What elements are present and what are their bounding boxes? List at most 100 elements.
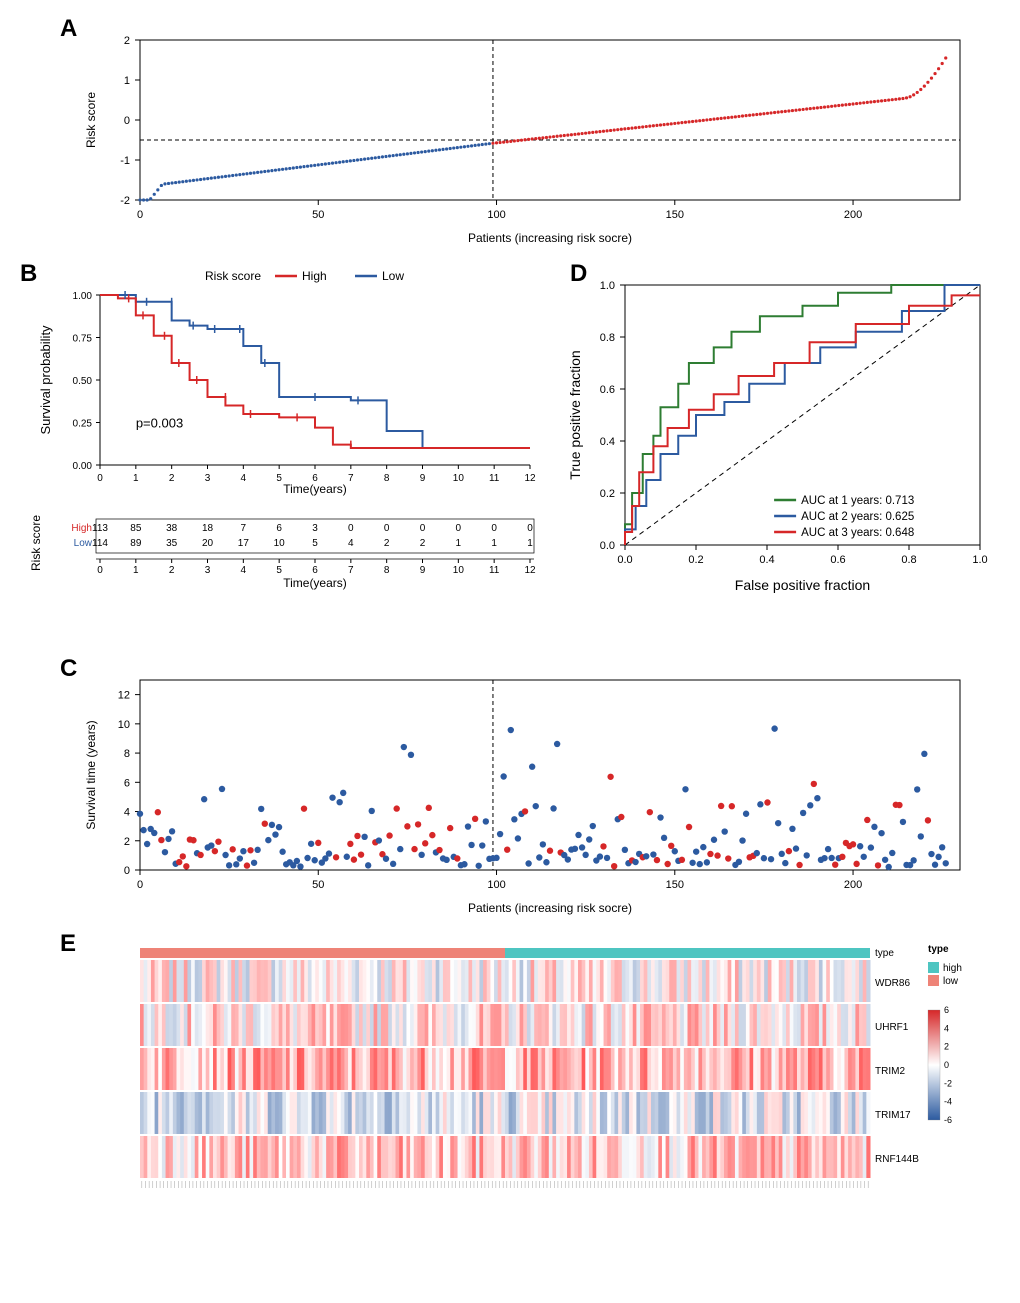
svg-text:Risk score: Risk score	[205, 269, 261, 283]
panel-d-chart: 0.00.20.40.60.81.00.00.20.40.60.81.0Fals…	[550, 265, 1000, 605]
panel-a-label: A	[60, 15, 77, 43]
panel-b-chart: Risk scoreHighLow01234567891011120.000.2…	[20, 265, 550, 645]
svg-text:5: 5	[276, 473, 282, 484]
svg-text:5: 5	[276, 565, 282, 576]
svg-text:0.4: 0.4	[759, 554, 774, 566]
svg-text:3: 3	[205, 473, 211, 484]
svg-text:AUC at 3 years: 0.648: AUC at 3 years: 0.648	[801, 527, 914, 539]
svg-text:7: 7	[348, 473, 354, 484]
panel-e-label: E	[60, 930, 76, 958]
svg-text:-6: -6	[944, 1115, 952, 1125]
svg-text:0: 0	[944, 1060, 949, 1070]
svg-text:20: 20	[202, 538, 214, 549]
svg-text:0.00: 0.00	[73, 461, 93, 472]
svg-text:11: 11	[489, 565, 500, 576]
panel-b-label: B	[20, 260, 37, 288]
svg-text:high: high	[943, 963, 962, 974]
svg-text:9: 9	[420, 473, 426, 484]
svg-text:p=0.003: p=0.003	[136, 416, 183, 431]
svg-text:8: 8	[384, 565, 390, 576]
svg-text:2: 2	[944, 1042, 949, 1052]
svg-text:113: 113	[92, 523, 108, 534]
svg-text:-2: -2	[120, 195, 130, 207]
svg-text:0: 0	[527, 523, 533, 534]
svg-text:-4: -4	[944, 1097, 952, 1107]
svg-text:1: 1	[133, 565, 139, 576]
svg-text:0: 0	[97, 565, 103, 576]
svg-text:11: 11	[489, 473, 500, 484]
svg-text:200: 200	[844, 879, 862, 891]
svg-text:150: 150	[666, 209, 684, 221]
svg-text:50: 50	[312, 879, 324, 891]
svg-text:low: low	[943, 976, 959, 987]
svg-text:5: 5	[312, 538, 318, 549]
svg-text:89: 89	[130, 538, 142, 549]
svg-text:0.75: 0.75	[73, 334, 93, 345]
svg-text:False positive fraction: False positive fraction	[735, 577, 870, 593]
svg-text:0: 0	[456, 523, 462, 534]
svg-text:7: 7	[241, 523, 247, 534]
svg-text:TRIM2: TRIM2	[875, 1066, 905, 1077]
svg-text:2: 2	[169, 473, 175, 484]
svg-text:0: 0	[384, 523, 390, 534]
svg-text:0: 0	[124, 115, 130, 127]
svg-text:0.25: 0.25	[73, 419, 93, 430]
svg-text:AUC at 2 years: 0.625: AUC at 2 years: 0.625	[801, 511, 914, 523]
svg-text:10: 10	[274, 538, 286, 549]
svg-text:10: 10	[453, 473, 465, 484]
svg-text:4: 4	[348, 538, 354, 549]
svg-text:Risk score: Risk score	[29, 515, 43, 571]
svg-text:6: 6	[124, 777, 130, 789]
svg-text:0: 0	[420, 523, 426, 534]
svg-text:17: 17	[238, 538, 250, 549]
svg-text:RNF144B: RNF144B	[875, 1154, 919, 1165]
svg-text:4: 4	[124, 807, 130, 819]
svg-text:Risk score: Risk score	[84, 92, 98, 148]
svg-text:0: 0	[491, 523, 497, 534]
svg-text:114: 114	[92, 538, 108, 549]
svg-text:2: 2	[169, 565, 175, 576]
svg-text:0.2: 0.2	[688, 554, 703, 566]
svg-text:18: 18	[202, 523, 214, 534]
svg-text:0: 0	[97, 473, 103, 484]
svg-text:10: 10	[118, 719, 130, 731]
svg-text:1.00: 1.00	[73, 291, 93, 302]
svg-text:High: High	[302, 269, 327, 283]
svg-text:9: 9	[420, 565, 426, 576]
svg-text:0: 0	[348, 523, 354, 534]
svg-text:85: 85	[130, 523, 142, 534]
svg-text:3: 3	[205, 565, 211, 576]
svg-text:2: 2	[124, 836, 130, 848]
svg-text:0.50: 0.50	[73, 376, 93, 387]
svg-text:Low: Low	[74, 538, 93, 549]
svg-text:150: 150	[666, 879, 684, 891]
svg-text:12: 12	[118, 690, 130, 702]
svg-text:1: 1	[527, 538, 533, 549]
svg-text:-1: -1	[120, 155, 130, 167]
svg-text:200: 200	[844, 209, 862, 221]
svg-text:0: 0	[124, 865, 130, 877]
svg-text:2: 2	[124, 35, 130, 47]
svg-text:High: High	[71, 523, 92, 534]
svg-text:1: 1	[491, 538, 497, 549]
panel-a-chart: 050100150200-2-1012Patients (increasing …	[20, 20, 1000, 250]
svg-text:type: type	[928, 944, 949, 955]
svg-text:0: 0	[137, 209, 143, 221]
svg-text:Patients (increasing risk socr: Patients (increasing risk socre)	[468, 901, 632, 915]
svg-text:1.0: 1.0	[600, 280, 615, 292]
panel-e-chart: typeWDR86UHRF1TRIM2TRIM17RNF144Btypehigh…	[20, 935, 1000, 1215]
svg-text:0.8: 0.8	[901, 554, 916, 566]
svg-text:100: 100	[487, 879, 505, 891]
svg-text:AUC at 1 years: 0.713: AUC at 1 years: 0.713	[801, 495, 914, 507]
panel-d-label: D	[570, 260, 587, 288]
svg-text:Time(years): Time(years)	[283, 576, 347, 590]
svg-text:12: 12	[524, 565, 536, 576]
svg-text:0.0: 0.0	[617, 554, 632, 566]
svg-text:6: 6	[312, 565, 318, 576]
svg-text:4: 4	[241, 473, 247, 484]
svg-text:Survival probability: Survival probability	[38, 325, 53, 435]
svg-text:7: 7	[348, 565, 354, 576]
svg-text:1: 1	[133, 473, 139, 484]
svg-text:50: 50	[312, 209, 324, 221]
svg-text:2: 2	[420, 538, 426, 549]
